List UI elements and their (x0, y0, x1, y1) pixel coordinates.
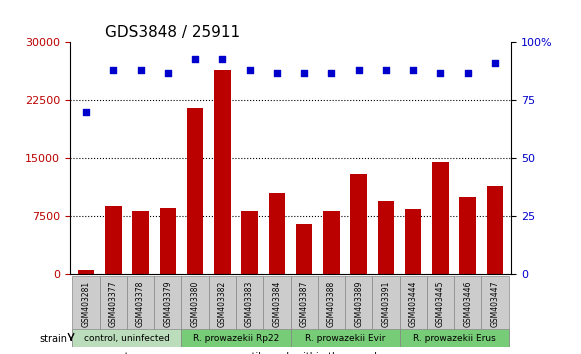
FancyBboxPatch shape (400, 329, 508, 349)
Text: GSM403444: GSM403444 (408, 280, 418, 327)
Bar (487, 185, 503, 274)
Point (218, 56, 227, 62)
FancyBboxPatch shape (454, 276, 481, 347)
Text: GSM403389: GSM403389 (354, 281, 363, 327)
Text: GSM403387: GSM403387 (300, 281, 309, 327)
FancyBboxPatch shape (290, 276, 318, 347)
Text: GSM403447: GSM403447 (490, 280, 500, 327)
Point (299, 70, 309, 75)
Text: GDS3848 / 25911: GDS3848 / 25911 (105, 25, 240, 40)
Point (408, 68, 418, 73)
FancyBboxPatch shape (127, 276, 154, 347)
FancyBboxPatch shape (154, 276, 181, 347)
Point (327, 70, 336, 75)
FancyBboxPatch shape (481, 276, 508, 347)
Text: R. prowazekii Rp22: R. prowazekii Rp22 (193, 334, 279, 343)
Point (191, 56, 200, 62)
Text: GSM403377: GSM403377 (109, 280, 118, 327)
Point (163, 70, 173, 75)
FancyBboxPatch shape (427, 276, 454, 347)
FancyBboxPatch shape (181, 329, 290, 349)
Text: GSM403391: GSM403391 (381, 281, 390, 327)
Point (381, 68, 390, 73)
Bar (460, 197, 476, 274)
Text: GSM403382: GSM403382 (218, 281, 227, 327)
Text: GSM403446: GSM403446 (463, 280, 472, 327)
FancyBboxPatch shape (290, 329, 400, 349)
FancyBboxPatch shape (100, 276, 127, 347)
Point (490, 61, 500, 66)
FancyBboxPatch shape (181, 276, 209, 347)
Text: GSM403388: GSM403388 (327, 281, 336, 327)
FancyBboxPatch shape (345, 276, 372, 347)
Point (245, 68, 254, 73)
Bar (132, 211, 149, 274)
Point (81, 109, 91, 115)
FancyBboxPatch shape (372, 276, 400, 347)
FancyBboxPatch shape (73, 329, 181, 349)
Bar (160, 208, 176, 274)
Text: GSM403445: GSM403445 (436, 280, 445, 327)
Text: GSM403379: GSM403379 (163, 280, 173, 327)
FancyBboxPatch shape (263, 276, 290, 347)
Point (436, 70, 445, 75)
Bar (105, 206, 121, 274)
Text: R. prowazekii Erus: R. prowazekii Erus (413, 334, 496, 343)
Point (136, 68, 145, 73)
FancyBboxPatch shape (236, 276, 263, 347)
Text: R. prowazekii Evir: R. prowazekii Evir (305, 334, 385, 343)
Bar (268, 193, 285, 274)
Bar (209, 353, 216, 354)
Text: GSM403383: GSM403383 (245, 281, 254, 327)
Bar (405, 209, 421, 274)
Bar (242, 211, 258, 274)
FancyBboxPatch shape (209, 276, 236, 347)
Bar (78, 270, 94, 274)
Bar (92, 353, 98, 354)
Text: control, uninfected: control, uninfected (84, 334, 170, 343)
Text: GSM403384: GSM403384 (272, 281, 281, 327)
Bar (432, 162, 449, 274)
Bar (378, 201, 394, 274)
Bar (214, 69, 231, 274)
FancyBboxPatch shape (73, 276, 100, 347)
Bar (323, 211, 339, 274)
Bar (296, 224, 313, 274)
Bar (350, 174, 367, 274)
Text: percentile rank within the sample: percentile rank within the sample (218, 352, 383, 354)
Text: count: count (101, 352, 128, 354)
Text: GSM403380: GSM403380 (191, 281, 200, 327)
FancyBboxPatch shape (318, 276, 345, 347)
Text: GSM403378: GSM403378 (136, 281, 145, 327)
FancyBboxPatch shape (400, 276, 427, 347)
Point (109, 68, 118, 73)
Text: GSM403281: GSM403281 (81, 281, 91, 327)
Point (463, 70, 472, 75)
Point (354, 68, 363, 73)
Bar (187, 108, 203, 274)
Point (272, 70, 282, 75)
Text: strain: strain (39, 334, 67, 344)
